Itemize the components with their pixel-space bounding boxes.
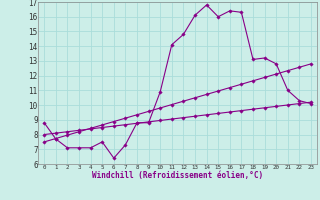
- X-axis label: Windchill (Refroidissement éolien,°C): Windchill (Refroidissement éolien,°C): [92, 171, 263, 180]
